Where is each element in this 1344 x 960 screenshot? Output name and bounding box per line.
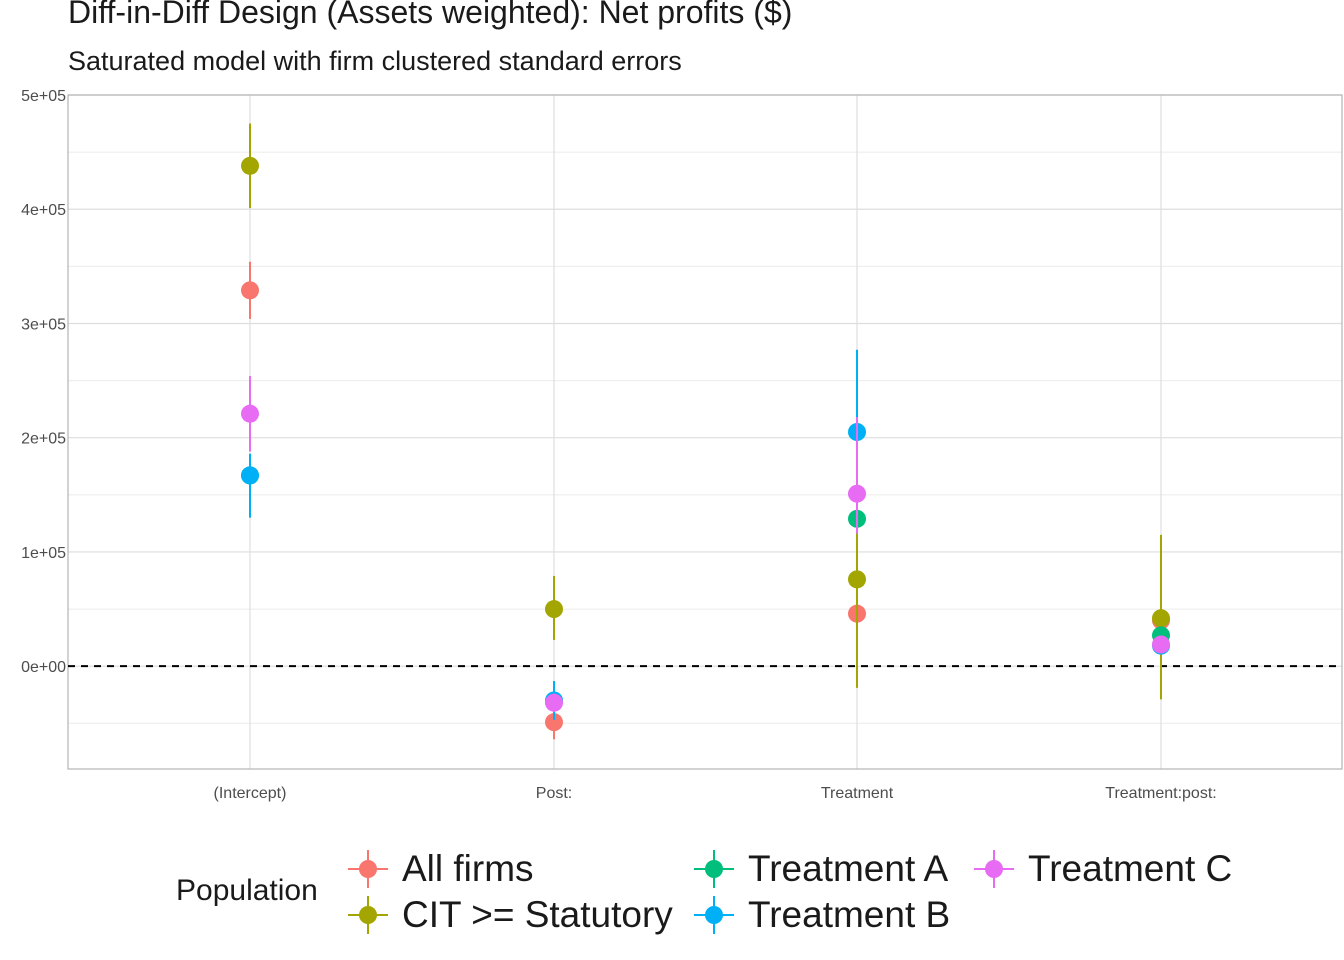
legend-key-point: [705, 860, 723, 878]
legend-label-cit-statutory: CIT >= Statutory: [402, 894, 673, 935]
legend-label-treatment-b: Treatment B: [748, 894, 951, 935]
y-tick-label: 4e+05: [21, 202, 66, 219]
y-tick-label: 0e+00: [21, 659, 66, 676]
legend-label-treatment-a: Treatment A: [748, 848, 949, 889]
data-point: [241, 404, 259, 423]
y-tick-label: 2e+05: [21, 431, 66, 448]
legend-item-treatment-c: Treatment C: [970, 846, 1232, 892]
legend-item-treatment-b: Treatment B: [690, 892, 950, 938]
axis-layer: 0e+00 1e+05 2e+05 3e+05 4e+05 5e+05 (Intercept…: [21, 88, 1217, 802]
chart-subtitle: Saturated model with firm clustered stan…: [68, 46, 682, 76]
legend: Population All firms CIT >= Statutory Tr…: [176, 846, 1286, 946]
legend-key-cit-statutory: [348, 896, 388, 934]
data-point: [241, 281, 259, 300]
series-all-firms: [241, 261, 1170, 740]
legend-label-treatment-c: Treatment C: [1028, 848, 1233, 889]
legend-key-point: [359, 906, 377, 924]
series-treatment-c: [241, 376, 1170, 712]
legend-item-cit-statutory: CIT >= Statutory: [344, 892, 673, 938]
legend-key-treatment-c: [974, 850, 1014, 888]
data-point: [1152, 609, 1170, 628]
y-tick-label: 1e+05: [21, 545, 66, 562]
x-tick-label: Post:: [536, 785, 572, 802]
grid-layer: [67, 94, 1343, 770]
y-tick-label: 3e+05: [21, 316, 66, 333]
legend-key-treatment-b: [694, 896, 734, 934]
series-cit-statutory: [241, 123, 1170, 700]
x-tick-label: (Intercept): [214, 785, 287, 802]
legend-key-all-firms: [348, 850, 388, 888]
legend-label-all-firms: All firms: [402, 848, 534, 889]
data-point: [545, 713, 563, 732]
series-treatment-b: [241, 349, 1170, 720]
panel-border: [67, 94, 1343, 770]
legend-item-all-firms: All firms: [344, 846, 534, 892]
data-point: [848, 570, 866, 589]
legend-key-point: [985, 860, 1003, 878]
chart-title: Diff-in-Diff Design (Assets weighted): N…: [68, 0, 793, 30]
series-treatment-a: [241, 466, 1170, 711]
legend-key-point: [705, 906, 723, 924]
legend-title: Population: [176, 874, 318, 907]
legend-item-treatment-a: Treatment A: [690, 846, 948, 892]
data-point: [545, 693, 563, 712]
x-tick-label: Treatment: [821, 785, 894, 802]
plot-area: 0e+00 1e+05 2e+05 3e+05 4e+05 5e+05 (Intercept…: [21, 88, 1343, 802]
data-point: [241, 156, 259, 175]
legend-key-treatment-a: [694, 850, 734, 888]
legend-key-point: [359, 860, 377, 878]
data-point: [545, 600, 563, 619]
x-tick-label: Treatment:post:: [1105, 785, 1216, 802]
y-tick-label: 5e+05: [21, 88, 66, 105]
data-point: [848, 484, 866, 503]
data-layer: [68, 123, 1342, 740]
data-point: [1152, 635, 1170, 654]
data-point: [241, 466, 259, 485]
